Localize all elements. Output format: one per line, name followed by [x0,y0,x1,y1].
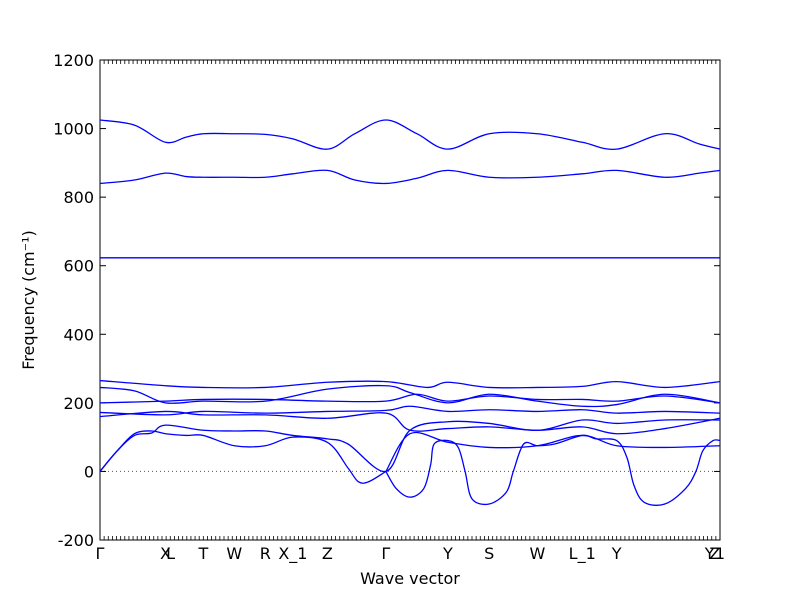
y-tick-label: 800 [63,188,94,207]
series-group [99,119,721,506]
band-1-line [99,119,721,151]
x-tick-label: L [166,544,175,563]
band-11-line [385,434,721,506]
x-tick-label: W [226,544,242,563]
band-12-line [385,431,721,472]
x-tick-label: 1 [715,544,725,563]
y-axis-label: Frequency (cm⁻¹) [19,230,38,369]
y-tick-label: 200 [63,394,94,413]
x-tick-label: T [197,544,208,563]
band-5-line [99,384,721,408]
y-tick-label: 0 [84,462,94,481]
x-tick-label: L_1 [569,544,596,564]
x-tick-label: Γ [381,544,390,563]
x-tick-label: S [484,544,494,563]
plot-area-frame [99,59,721,541]
y-tick-label: 1200 [53,51,94,70]
x-tick-label: Γ [96,544,105,563]
y-tick-label: 1000 [53,120,94,139]
x-tick-label: Y [442,544,453,563]
band-8-line [99,410,721,435]
y-tick-label: 600 [63,257,94,276]
x-tick-label: W [530,544,546,563]
band-10-line [99,430,387,484]
x-tick-label: Y [704,544,715,563]
band-7-line [99,405,721,416]
x-tick-label: Y [611,544,622,563]
band-2-line [99,169,721,185]
y-tick-label: 400 [63,325,94,344]
band-4-line [99,379,721,389]
band-6-line [99,393,721,404]
x-tick-label: R [260,544,271,563]
y-tick-label: -200 [58,531,94,550]
x-tick-label: X [160,544,171,563]
x-ticks-group: Γ XL T W R X_1 Z Γ Y S W L_1 Y YZ1 [96,60,725,564]
band-9-line [99,419,721,473]
x-axis-label: Wave vector [360,569,460,588]
y-ticks-group: -200 0 200 400 600 800 1000 1200 [53,51,720,550]
x-tick-label: X_1 [278,544,307,564]
x-tick-label: Z [322,544,333,563]
x-tick-label: Z [709,544,720,563]
